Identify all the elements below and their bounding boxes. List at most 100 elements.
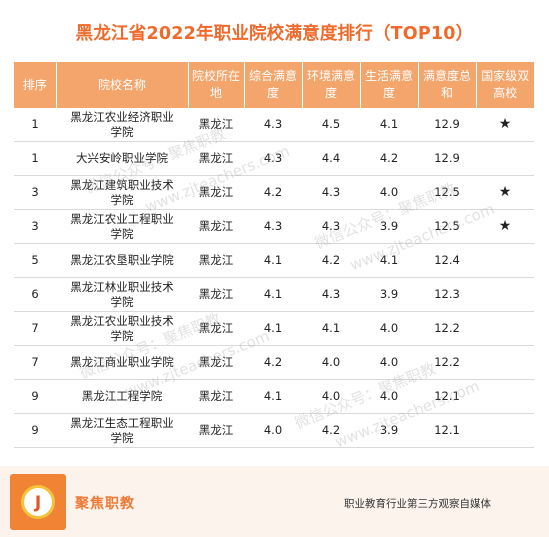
table-row: 3 黑龙江建筑职业技术学院 黑龙江 4.2 4.3 4.0 12.5 ★	[14, 175, 534, 210]
cell-total-satisfaction: 12.5	[418, 175, 476, 210]
cell-life-satisfaction: 3.9	[360, 209, 418, 244]
cell-overall-satisfaction: 4.3	[244, 141, 302, 176]
star-icon	[476, 277, 534, 312]
cell-location: 黑龙江	[188, 243, 244, 278]
cell-overall-satisfaction: 4.1	[244, 311, 302, 346]
ranking-table: 排序 院校名称 院校所在地 综合满意度 环境满意度 生活满意度 满意度总和 国家…	[14, 62, 534, 448]
cell-total-satisfaction: 12.2	[418, 311, 476, 346]
star-icon	[476, 413, 534, 448]
table-row: 7 黑龙江商业职业学院 黑龙江 4.2 4.0 4.0 12.2	[14, 345, 534, 380]
cell-rank: 5	[14, 243, 56, 278]
star-icon: ★	[476, 175, 534, 210]
cell-location: 黑龙江	[188, 141, 244, 176]
footer: J 聚焦职教 职业教育行业第三方观察自媒体	[0, 466, 549, 537]
star-icon	[476, 243, 534, 278]
cell-rank: 3	[14, 209, 56, 244]
cell-total-satisfaction: 12.3	[418, 277, 476, 312]
logo-letter: J	[34, 493, 42, 513]
brand-logo: J	[10, 474, 66, 530]
star-icon	[476, 379, 534, 414]
cell-environment-satisfaction: 4.3	[302, 209, 360, 244]
cell-total-satisfaction: 12.4	[418, 243, 476, 278]
cell-environment-satisfaction: 4.3	[302, 175, 360, 210]
cell-overall-satisfaction: 4.1	[244, 379, 302, 414]
cell-location: 黑龙江	[188, 345, 244, 380]
brand-name: 聚焦职教	[75, 496, 135, 512]
table-row: 3 黑龙江农业工程职业学院 黑龙江 4.3 4.3 3.9 12.5 ★	[14, 209, 534, 244]
column-header-total: 满意度总和	[418, 62, 477, 108]
cell-school-name: 黑龙江生态工程职业学院	[56, 413, 188, 448]
cell-environment-satisfaction: 4.3	[302, 277, 360, 312]
table-row: 7 黑龙江农业职业技术学院 黑龙江 4.1 4.1 4.0 12.2	[14, 311, 534, 346]
cell-environment-satisfaction: 4.5	[302, 108, 360, 142]
cell-rank: 9	[14, 379, 56, 414]
cell-total-satisfaction: 12.2	[418, 345, 476, 380]
cell-school-name: 黑龙江商业职业学院	[56, 345, 188, 380]
star-icon	[476, 141, 534, 176]
cell-total-satisfaction: 12.9	[418, 141, 476, 176]
cell-life-satisfaction: 4.2	[360, 141, 418, 176]
brand-slogan: 职业教育行业第三方观察自媒体	[344, 498, 491, 510]
cell-rank: 6	[14, 277, 56, 312]
cell-life-satisfaction: 3.9	[360, 277, 418, 312]
column-header-overall: 综合满意度	[244, 62, 303, 108]
cell-overall-satisfaction: 4.3	[244, 108, 302, 142]
logo-icon: J	[21, 485, 55, 519]
cell-life-satisfaction: 4.0	[360, 311, 418, 346]
cell-total-satisfaction: 12.5	[418, 209, 476, 244]
cell-overall-satisfaction: 4.2	[244, 345, 302, 380]
cell-life-satisfaction: 4.0	[360, 379, 418, 414]
cell-location: 黑龙江	[188, 277, 244, 312]
cell-overall-satisfaction: 4.3	[244, 209, 302, 244]
table-row: 1 黑龙江农业经济职业学院 黑龙江 4.3 4.5 4.1 12.9 ★	[14, 108, 534, 142]
cell-school-name: 黑龙江农业职业技术学院	[56, 311, 188, 346]
cell-rank: 9	[14, 413, 56, 448]
cell-location: 黑龙江	[188, 209, 244, 244]
table-row: 9 黑龙江工程学院 黑龙江 4.1 4.0 4.0 12.1	[14, 379, 534, 414]
column-header-location: 院校所在地	[188, 62, 245, 108]
cell-environment-satisfaction: 4.2	[302, 413, 360, 448]
cell-rank: 7	[14, 311, 56, 346]
table-row: 6 黑龙江林业职业技术学院 黑龙江 4.1 4.3 3.9 12.3	[14, 277, 534, 312]
cell-life-satisfaction: 4.1	[360, 243, 418, 278]
cell-location: 黑龙江	[188, 175, 244, 210]
star-icon: ★	[476, 108, 534, 142]
star-icon	[476, 345, 534, 380]
cell-life-satisfaction: 4.0	[360, 175, 418, 210]
cell-environment-satisfaction: 4.0	[302, 345, 360, 380]
cell-rank: 1	[14, 108, 56, 142]
cell-rank: 1	[14, 141, 56, 176]
cell-environment-satisfaction: 4.2	[302, 243, 360, 278]
cell-environment-satisfaction: 4.4	[302, 141, 360, 176]
cell-rank: 7	[14, 345, 56, 380]
cell-life-satisfaction: 4.0	[360, 345, 418, 380]
cell-overall-satisfaction: 4.1	[244, 243, 302, 278]
cell-total-satisfaction: 12.9	[418, 108, 476, 142]
cell-school-name: 黑龙江农垦职业学院	[56, 243, 188, 278]
star-icon	[476, 311, 534, 346]
cell-location: 黑龙江	[188, 108, 244, 142]
cell-overall-satisfaction: 4.2	[244, 175, 302, 210]
cell-life-satisfaction: 3.9	[360, 413, 418, 448]
column-header-life: 生活满意度	[360, 62, 419, 108]
cell-overall-satisfaction: 4.1	[244, 277, 302, 312]
cell-school-name: 黑龙江工程学院	[56, 379, 188, 414]
column-header-rank: 排序	[14, 62, 57, 108]
column-header-name: 院校名称	[56, 62, 189, 108]
cell-school-name: 黑龙江农业经济职业学院	[56, 108, 188, 142]
column-header-double-high: 国家级双高校	[476, 62, 534, 108]
cell-environment-satisfaction: 4.1	[302, 311, 360, 346]
table-row: 1 大兴安岭职业学院 黑龙江 4.3 4.4 4.2 12.9	[14, 141, 534, 176]
table-header: 排序 院校名称 院校所在地 综合满意度 环境满意度 生活满意度 满意度总和 国家…	[14, 62, 534, 108]
page-title: 黑龙江省2022年职业院校满意度排行（TOP10）	[75, 24, 474, 44]
table-row: 5 黑龙江农垦职业学院 黑龙江 4.1 4.2 4.1 12.4	[14, 243, 534, 278]
cell-environment-satisfaction: 4.0	[302, 379, 360, 414]
cell-total-satisfaction: 12.1	[418, 413, 476, 448]
table-row: 9 黑龙江生态工程职业学院 黑龙江 4.0 4.2 3.9 12.1	[14, 413, 534, 448]
cell-school-name: 黑龙江建筑职业技术学院	[56, 175, 188, 210]
cell-location: 黑龙江	[188, 379, 244, 414]
cell-overall-satisfaction: 4.0	[244, 413, 302, 448]
cell-school-name: 大兴安岭职业学院	[56, 141, 188, 176]
cell-location: 黑龙江	[188, 311, 244, 346]
